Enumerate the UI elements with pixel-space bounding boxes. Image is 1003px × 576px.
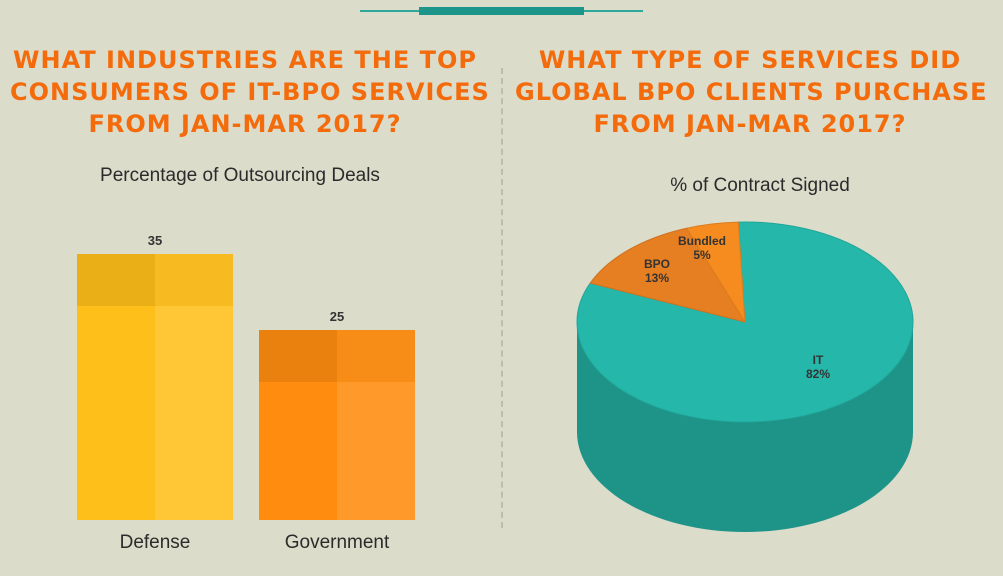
left-headline-line-2: consumers of IT-BPO services xyxy=(10,78,490,106)
bar-value-label-government: 25 xyxy=(330,309,344,324)
right-headline-line-2: global BPO clients purchase xyxy=(515,78,988,106)
panel-divider xyxy=(501,68,503,528)
right-headline-line-1: What type of services did xyxy=(538,46,962,74)
left-headline: What industries are the top consumers of… xyxy=(10,44,490,140)
right-headline: What type of services did global BPO cli… xyxy=(515,44,988,140)
bar-category-label-government: Government xyxy=(285,532,390,553)
bar-category-label-defense: Defense xyxy=(120,532,191,553)
left-headline-line-1: What industries are the top xyxy=(13,46,477,74)
pie-chart: IT 82% BPO 13% Bundled 5% xyxy=(576,221,914,532)
pie-chart-title: % of Contract Signed xyxy=(670,175,850,196)
pie-side-wall xyxy=(577,322,913,532)
top-rule-accent xyxy=(419,7,584,15)
bar-government-cap-highlight xyxy=(337,330,415,382)
left-headline-line-3: from Jan-Mar 2017? xyxy=(88,110,402,138)
bar-defense-cap-highlight xyxy=(155,254,233,306)
pie-slice-bundled xyxy=(685,221,746,323)
pie-label-bundled: Bundled 5% xyxy=(678,234,726,262)
pie-label-it: IT 82% xyxy=(806,353,830,381)
pie-slice-bpo xyxy=(589,227,747,323)
bar-value-label-defense: 35 xyxy=(148,233,162,248)
bar-chart-title: Percentage of Outsourcing Deals xyxy=(100,165,380,186)
right-headline-line-3: from Jan-Mar 2017? xyxy=(593,110,907,138)
pie-label-bpo: BPO 13% xyxy=(644,257,670,285)
bar-chart: 35 Defense 25 Government xyxy=(77,233,415,553)
